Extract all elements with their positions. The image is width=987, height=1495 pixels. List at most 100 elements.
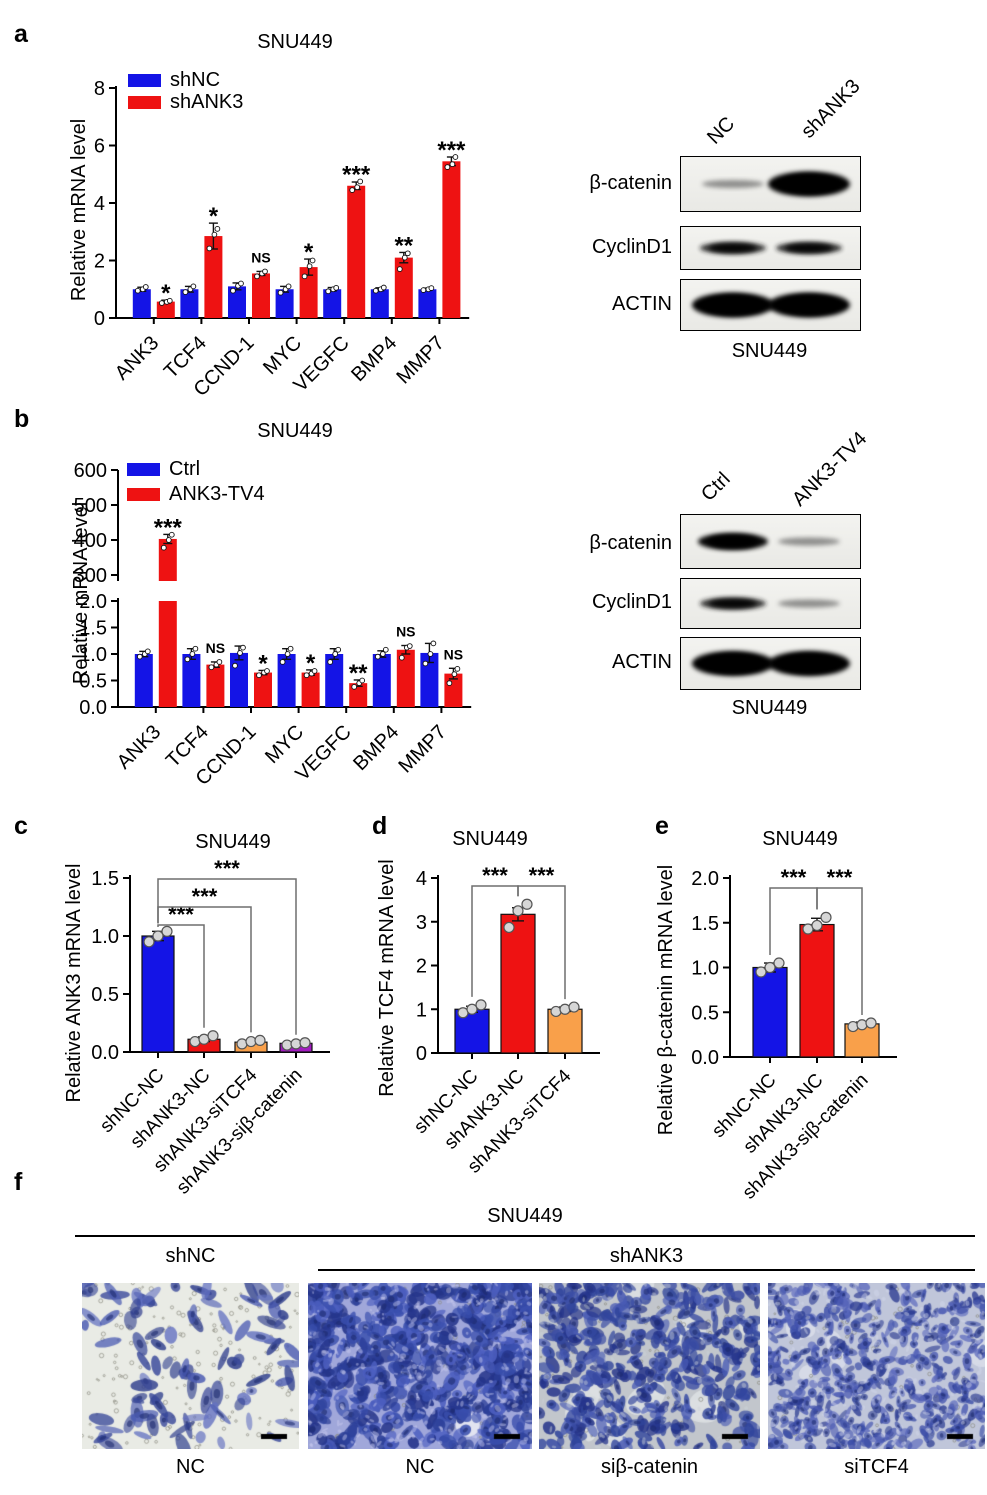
svg-text:Relative β-catenin mRNA level: Relative β-catenin mRNA level [655, 865, 677, 1136]
panel-f-group-rule [318, 1269, 975, 1271]
panel-f-label-2: NC [405, 1456, 435, 1478]
svg-text:Ctrl: Ctrl [169, 458, 200, 480]
blot-a-band-box-2 [680, 226, 861, 270]
svg-text:BMP4: BMP4 [347, 332, 401, 386]
blot-b-band-box-1 [680, 514, 861, 569]
svg-text:1.5: 1.5 [79, 618, 107, 640]
blot-a-bands-2 [699, 242, 842, 254]
panel-e-letter: e [655, 812, 669, 840]
panel-f-label-1: NC [176, 1456, 205, 1478]
svg-text:8: 8 [94, 78, 105, 100]
svg-text:Relative mRNA level: Relative mRNA level [68, 119, 90, 301]
panel-d-letter: d [372, 812, 388, 840]
svg-text:*: * [258, 650, 268, 677]
svg-text:***: *** [342, 161, 371, 188]
svg-text:400: 400 [74, 530, 107, 552]
svg-text:0.0: 0.0 [79, 697, 107, 719]
svg-text:**: ** [394, 232, 413, 259]
svg-text:4: 4 [94, 193, 105, 215]
svg-text:0.5: 0.5 [91, 984, 119, 1006]
svg-text:6: 6 [94, 136, 105, 158]
svg-text:shANK3: shANK3 [170, 91, 243, 113]
svg-text:MMP7: MMP7 [393, 332, 449, 388]
blot-b-band-box-2 [680, 578, 861, 629]
panel-f-group-shank3: shANK3 [609, 1245, 684, 1267]
blot-b-bands-2 [699, 597, 840, 610]
panel-b-letter: b [14, 405, 30, 433]
blot-b-row3-label: ACTIN [612, 651, 672, 673]
svg-text:*: * [306, 650, 316, 677]
svg-text:2: 2 [416, 956, 427, 978]
svg-text:0.5: 0.5 [79, 671, 107, 693]
svg-text:0: 0 [416, 1043, 427, 1065]
svg-text:***: *** [529, 863, 555, 888]
svg-text:NS: NS [206, 640, 225, 656]
svg-text:*: * [304, 239, 314, 266]
panel-a-letter: a [14, 20, 28, 48]
panel-e-bar-chart: SNU449 Relative β-catenin mRNA level 0.0 0.… [655, 828, 897, 1204]
svg-text:0.0: 0.0 [91, 1042, 119, 1064]
svg-text:500: 500 [74, 495, 107, 517]
panel-f-label-4: siTCF4 [844, 1456, 909, 1478]
svg-text:SNU449: SNU449 [762, 828, 838, 850]
panel-f-title-rule [75, 1235, 975, 1237]
svg-text:***: *** [827, 865, 853, 890]
svg-text:***: *** [154, 514, 183, 541]
blot-b-lane1-label: Ctrl [697, 468, 735, 506]
blot-a-row2-label: CyclinD1 [591, 236, 672, 258]
blot-a-cellline: SNU449 [731, 340, 808, 362]
blot-b-row2-label: CyclinD1 [591, 591, 672, 613]
svg-text:1.0: 1.0 [691, 958, 719, 980]
svg-text:***: *** [168, 902, 194, 927]
blot-b-row1-label: β-catenin [589, 532, 672, 554]
micrograph-shnc-nc [82, 1283, 299, 1449]
svg-text:1.0: 1.0 [79, 644, 107, 666]
svg-text:0.5: 0.5 [691, 1002, 719, 1024]
svg-text:*: * [209, 203, 219, 230]
svg-text:NS: NS [444, 646, 463, 662]
svg-text:***: *** [437, 137, 466, 164]
svg-text:ANK3-TV4: ANK3-TV4 [169, 483, 265, 505]
blot-a-lane1-label: NC [703, 112, 740, 149]
svg-text:shNC: shNC [170, 69, 220, 91]
panel-f-group-shnc: shNC [165, 1245, 216, 1267]
panel-f-title: SNU449 [487, 1205, 563, 1227]
svg-text:300: 300 [74, 565, 107, 587]
panel-b-bar-chart: SNU449 Relative mRNA level Ctrl ANK3-TV4 0.0… [70, 420, 472, 790]
svg-text:Relative mRNA level: Relative mRNA level [70, 502, 92, 684]
svg-text:**: ** [349, 660, 368, 687]
svg-text:***: *** [781, 865, 807, 890]
svg-text:***: *** [482, 863, 508, 888]
svg-text:SNU449: SNU449 [452, 828, 528, 850]
svg-text:SNU449: SNU449 [257, 420, 333, 442]
blot-a-lane2-label: shANK3 [797, 75, 865, 143]
panel-f-label-3: siβ-catenin [600, 1456, 699, 1478]
svg-text:4: 4 [416, 868, 427, 890]
svg-text:1: 1 [416, 999, 427, 1021]
svg-text:Relative TCF4 mRNA level: Relative TCF4 mRNA level [376, 859, 398, 1096]
blot-b-lane2-label: ANK3-TV4 [788, 427, 872, 511]
panel-b-western-blot: Ctrl ANK3-TV4 β-catenin CyclinD1 ACTIN S… [560, 428, 980, 740]
panel-f-letter: f [14, 1168, 23, 1196]
svg-text:SNU449: SNU449 [257, 31, 333, 53]
svg-text:600: 600 [74, 460, 107, 482]
svg-text:1.5: 1.5 [91, 868, 119, 890]
blot-a-band-box-3 [680, 279, 861, 331]
svg-text:ANK3: ANK3 [111, 332, 164, 385]
svg-text:3: 3 [416, 912, 427, 934]
blot-b-bands-3 [691, 651, 850, 676]
svg-text:NS: NS [396, 624, 415, 640]
svg-text:0.0: 0.0 [691, 1047, 719, 1069]
blot-a-row1-label: β-catenin [589, 172, 672, 194]
svg-text:1.5: 1.5 [691, 913, 719, 935]
svg-text:ANK3: ANK3 [113, 721, 166, 774]
blot-a-bands-1 [701, 171, 850, 197]
svg-text:*: * [161, 280, 171, 307]
svg-text:2: 2 [94, 251, 105, 273]
svg-text:***: *** [214, 856, 240, 881]
panel-c-bar-chart: SNU449 Relative ANK3 mRNA level 0.0 0.5 1.0 1… [63, 831, 330, 1199]
svg-text:BMP4: BMP4 [349, 721, 403, 775]
svg-text:2.0: 2.0 [79, 591, 107, 613]
